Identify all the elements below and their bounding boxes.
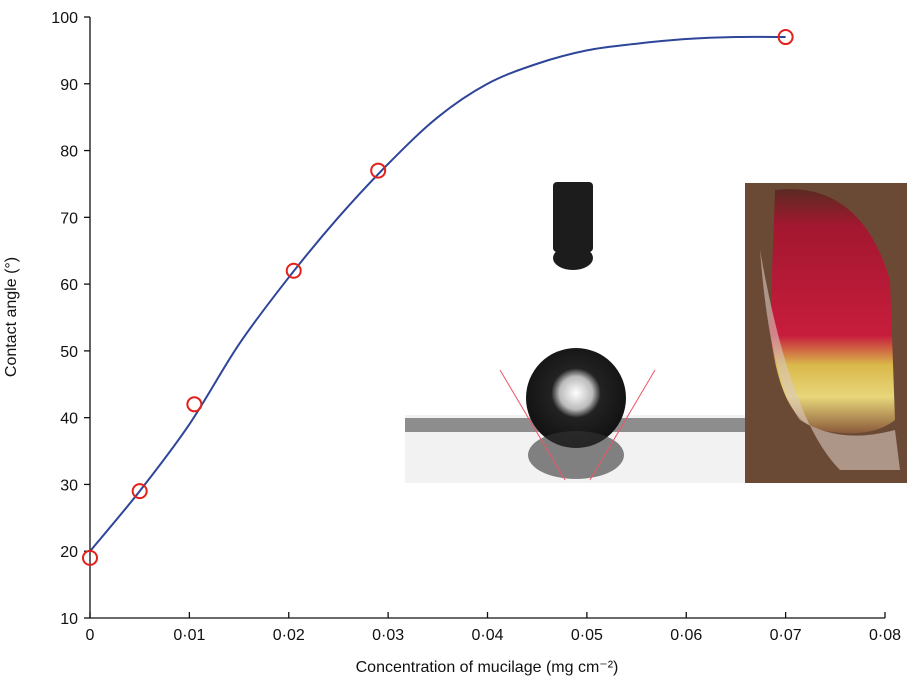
y-tick-label: 100 xyxy=(51,10,78,27)
y-tick-label: 10 xyxy=(60,611,78,628)
data-point xyxy=(370,162,387,179)
y-axis-label: Contact angle (°) xyxy=(3,257,20,377)
y-tick-label: 20 xyxy=(60,544,78,561)
y-tick-label: 50 xyxy=(60,344,78,361)
data-point xyxy=(131,483,148,500)
y-tick-label: 30 xyxy=(60,477,78,494)
y-tick-label: 60 xyxy=(60,277,78,294)
data-point xyxy=(82,549,98,566)
y-tick-label: 90 xyxy=(60,77,78,94)
x-tick-label: 0·03 xyxy=(372,627,404,644)
x-tick-label: 0·04 xyxy=(471,627,503,644)
x-axis-label: Concentration of mucilage (mg cm⁻²) xyxy=(356,659,619,676)
x-tick-label: 0·08 xyxy=(869,627,901,644)
seed-photo xyxy=(745,183,907,483)
droplet-photo xyxy=(405,182,745,483)
x-tick-label: 0 xyxy=(86,627,95,644)
x-tick-label: 0·05 xyxy=(571,627,603,644)
data-point xyxy=(186,396,203,413)
x-tick-label: 0·07 xyxy=(770,627,802,644)
y-tick-label: 80 xyxy=(60,144,78,161)
data-point xyxy=(777,29,794,46)
x-tick-label: 0·02 xyxy=(273,627,305,644)
y-tick-label: 40 xyxy=(60,411,78,428)
y-tick-label: 70 xyxy=(60,210,78,227)
data-point xyxy=(285,262,302,279)
x-tick-label: 0·06 xyxy=(670,627,702,644)
x-tick-label: 0·01 xyxy=(173,627,205,644)
fit-curve xyxy=(89,35,786,552)
